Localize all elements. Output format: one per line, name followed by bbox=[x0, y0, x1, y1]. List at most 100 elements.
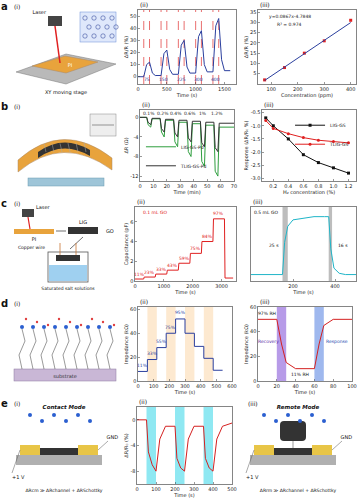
svg-text:75: 75 bbox=[144, 77, 150, 82]
svg-text:95%: 95% bbox=[175, 310, 186, 315]
svg-text:6: 6 bbox=[130, 219, 133, 225]
svg-text:10: 10 bbox=[130, 61, 136, 67]
svg-text:500: 500 bbox=[212, 383, 222, 389]
svg-text:(i): (i) bbox=[14, 300, 20, 307]
svg-text:-1.5: -1.5 bbox=[251, 136, 261, 142]
svg-text:-2.0: -2.0 bbox=[251, 149, 261, 155]
svg-text:ΔR/R (%): ΔR/R (%) bbox=[123, 36, 129, 58]
svg-text:(ii): (ii) bbox=[140, 298, 148, 305]
svg-text:200: 200 bbox=[170, 486, 180, 492]
svg-text:30: 30 bbox=[250, 19, 256, 25]
svg-text:0.1 mL GO: 0.1 mL GO bbox=[143, 210, 167, 215]
svg-text:-2.5: -2.5 bbox=[251, 162, 261, 168]
svg-text:60: 60 bbox=[311, 383, 317, 389]
svg-text:H₂ concentration (%): H₂ concentration (%) bbox=[283, 189, 335, 195]
svg-text:TLIG-GS: TLIG-GS bbox=[329, 142, 348, 147]
svg-text:20: 20 bbox=[130, 49, 136, 55]
svg-text:Impedance (kΩ): Impedance (kΩ) bbox=[123, 324, 130, 364]
svg-text:0.6: 0.6 bbox=[299, 183, 307, 189]
svg-text:100: 100 bbox=[266, 86, 276, 92]
svg-text:0.1%: 0.1% bbox=[143, 111, 155, 116]
svg-text:97% RH: 97% RH bbox=[258, 311, 276, 316]
svg-text:400: 400 bbox=[208, 486, 218, 492]
svg-text:Time (s): Time (s) bbox=[294, 389, 315, 395]
svg-text:1%: 1% bbox=[199, 111, 207, 116]
svg-text:600: 600 bbox=[227, 383, 237, 389]
svg-text:Impedance (kΩ): Impedance (kΩ) bbox=[243, 324, 250, 364]
svg-text:Concentration (ppm): Concentration (ppm) bbox=[281, 92, 333, 99]
svg-text:-3.0: -3.0 bbox=[251, 175, 261, 181]
svg-text:1000: 1000 bbox=[189, 86, 202, 92]
svg-text:16 s: 16 s bbox=[338, 243, 348, 248]
svg-text:43%: 43% bbox=[167, 263, 178, 268]
svg-text:ΔR (Ω): ΔR (Ω) bbox=[123, 137, 129, 153]
svg-text:Time (s): Time (s) bbox=[292, 289, 313, 295]
svg-text:0: 0 bbox=[256, 383, 259, 389]
svg-text:substrate: substrate bbox=[53, 373, 77, 379]
svg-text:0.4%: 0.4% bbox=[170, 111, 182, 116]
svg-text:500: 500 bbox=[227, 486, 237, 492]
svg-text:GND: GND bbox=[341, 434, 353, 440]
svg-text:20: 20 bbox=[250, 40, 256, 46]
svg-text:4: 4 bbox=[130, 238, 133, 244]
svg-text:LIG-GS: LIG-GS bbox=[330, 123, 346, 128]
svg-text:(ii): (ii) bbox=[140, 1, 148, 8]
svg-text:(i): (i) bbox=[14, 3, 20, 10]
svg-text:Copper wire: Copper wire bbox=[18, 245, 45, 250]
svg-text:-0.5: -0.5 bbox=[251, 109, 261, 115]
svg-text:100: 100 bbox=[347, 383, 357, 389]
svg-text:-4: -4 bbox=[133, 134, 138, 140]
svg-text:Capacitance (pF): Capacitance (pF) bbox=[123, 223, 130, 266]
svg-text:11%: 11% bbox=[137, 363, 148, 368]
svg-text:1.2%: 1.2% bbox=[211, 111, 223, 116]
svg-text:60: 60 bbox=[250, 304, 256, 310]
svg-text:(ii): (ii) bbox=[137, 198, 145, 205]
svg-text:75%: 75% bbox=[190, 246, 201, 251]
svg-text:40: 40 bbox=[292, 383, 298, 389]
svg-text:97%: 97% bbox=[213, 211, 224, 216]
svg-text:100: 100 bbox=[151, 486, 161, 492]
svg-text:(i): (i) bbox=[14, 400, 20, 407]
svg-text:0: 0 bbox=[138, 183, 141, 189]
svg-text:300: 300 bbox=[194, 77, 203, 82]
svg-text:(i): (i) bbox=[14, 103, 20, 110]
svg-text:0: 0 bbox=[253, 378, 256, 384]
svg-text:0: 0 bbox=[130, 278, 133, 284]
svg-text:59%: 59% bbox=[179, 256, 190, 261]
svg-text:400: 400 bbox=[211, 77, 220, 82]
svg-text:400: 400 bbox=[330, 283, 340, 289]
svg-text:75%: 75% bbox=[165, 325, 176, 330]
svg-text:0: 0 bbox=[136, 86, 139, 92]
svg-text:2: 2 bbox=[130, 258, 133, 264]
svg-text:40: 40 bbox=[130, 25, 136, 31]
svg-text:25: 25 bbox=[250, 29, 256, 35]
svg-text:+1 V: +1 V bbox=[246, 474, 259, 480]
svg-text:300: 300 bbox=[189, 486, 199, 492]
svg-text:0: 0 bbox=[133, 378, 136, 384]
svg-text:0.5 mL GO: 0.5 mL GO bbox=[254, 210, 278, 215]
svg-text:(iii): (iii) bbox=[260, 298, 270, 305]
svg-text:-4: -4 bbox=[130, 442, 135, 448]
svg-text:70: 70 bbox=[231, 183, 237, 189]
svg-text:LIG-GS-Pd: LIG-GS-Pd bbox=[181, 145, 204, 150]
svg-text:-8: -8 bbox=[133, 153, 138, 159]
svg-text:1500: 1500 bbox=[218, 86, 231, 92]
svg-text:1.2: 1.2 bbox=[345, 183, 353, 189]
svg-text:0.4: 0.4 bbox=[284, 183, 292, 189]
svg-text:11% RH: 11% RH bbox=[291, 372, 309, 377]
svg-text:20: 20 bbox=[130, 354, 136, 360]
svg-text:200: 200 bbox=[293, 86, 303, 92]
svg-text:0.6%: 0.6% bbox=[184, 111, 196, 116]
svg-text:23%: 23% bbox=[144, 270, 155, 275]
svg-text:30: 30 bbox=[130, 37, 136, 43]
svg-text:80: 80 bbox=[330, 383, 336, 389]
svg-text:Response: Response bbox=[326, 339, 348, 344]
svg-text:0.8: 0.8 bbox=[314, 183, 322, 189]
svg-text:+1 V: +1 V bbox=[12, 474, 25, 480]
svg-text:Time (s): Time (s) bbox=[174, 389, 195, 395]
svg-text:Recovery: Recovery bbox=[258, 339, 279, 344]
svg-text:XY moving stage: XY moving stage bbox=[45, 89, 87, 96]
svg-text:300: 300 bbox=[319, 86, 329, 92]
svg-text:100: 100 bbox=[149, 383, 159, 389]
svg-text:TLIG-GS-Pd: TLIG-GS-Pd bbox=[180, 164, 207, 169]
